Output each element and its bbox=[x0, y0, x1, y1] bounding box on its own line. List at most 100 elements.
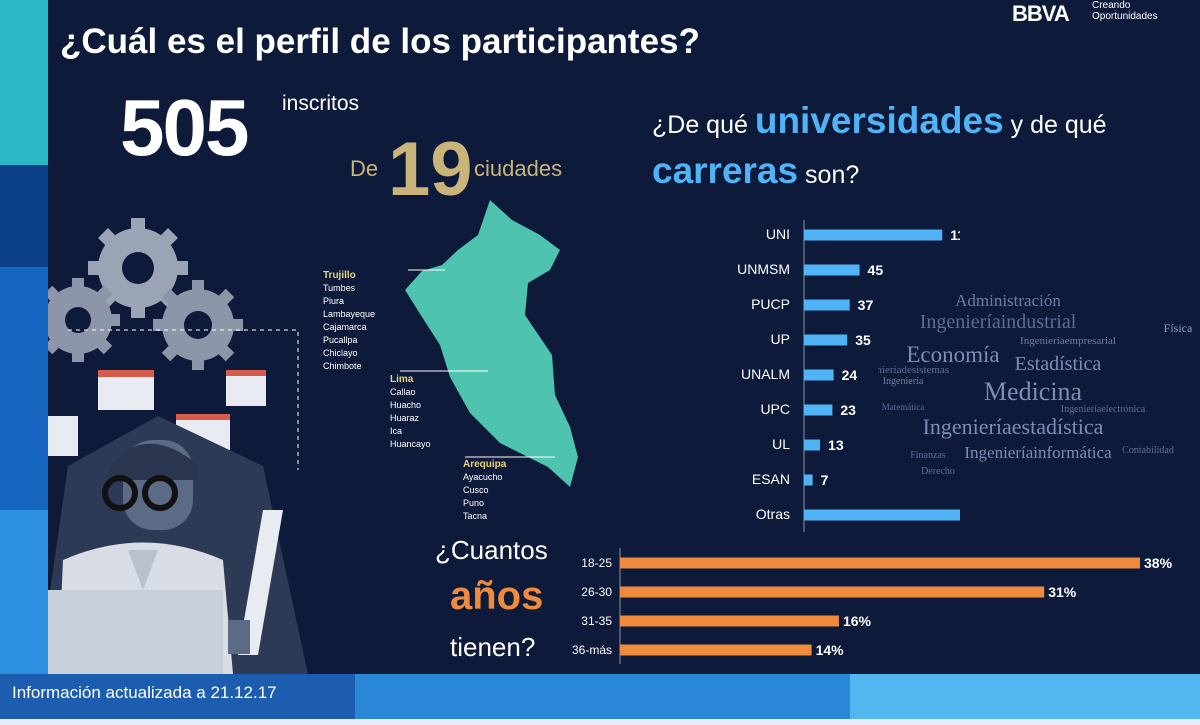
city-name: Lambayeque bbox=[323, 309, 376, 319]
category-label: UP bbox=[771, 331, 790, 347]
cities-suffix: ciudades bbox=[474, 156, 563, 181]
gear-icon bbox=[48, 278, 120, 362]
age-bar-chart: 18-25 38% 26-30 31% 31-35 16% 36-más 14% bbox=[572, 548, 1173, 664]
city-name: Huaraz bbox=[390, 413, 420, 423]
band-blue bbox=[0, 267, 48, 510]
city-name: Chiclayo bbox=[323, 348, 358, 358]
city-name: Ayacucho bbox=[463, 472, 503, 482]
participant-count-label: inscritos bbox=[282, 92, 360, 115]
window-icon bbox=[48, 416, 78, 456]
bar bbox=[620, 557, 1140, 569]
question-highlight: universidades bbox=[754, 100, 1004, 141]
footer-band-1 bbox=[0, 674, 355, 725]
data-label: 23 bbox=[840, 402, 856, 418]
region-lima: Lima Callao Huacho Huaraz Ica Huancayo bbox=[390, 373, 431, 451]
bar bbox=[620, 615, 839, 627]
brand-tagline: Creando Oportunidades bbox=[1092, 0, 1158, 22]
city-name: Puno bbox=[463, 498, 485, 508]
category-label: UPC bbox=[760, 401, 790, 417]
data-label: 112 bbox=[950, 227, 960, 243]
wordcloud-word: Física bbox=[1164, 321, 1193, 335]
band-dark-blue bbox=[0, 165, 48, 267]
city-name: Callao bbox=[390, 387, 416, 397]
bar bbox=[620, 644, 812, 656]
data-label: 37 bbox=[858, 297, 874, 313]
bottom-strip bbox=[0, 719, 1200, 725]
wordcloud-word: Economía bbox=[906, 342, 999, 367]
city-name: Ica bbox=[390, 426, 403, 436]
city-name: Tumbes bbox=[323, 283, 356, 293]
universities-bar-chart: UNI 112 UNMSM 45 PUCP 37 UP 35 UNALM 24 UPC 23 UL 13 E… bbox=[737, 220, 960, 532]
category-label: Otras bbox=[756, 506, 790, 522]
category-label: 36-más bbox=[572, 643, 612, 657]
bar bbox=[804, 369, 834, 381]
age-question-line3: tienen? bbox=[450, 632, 536, 662]
question-text: y de qué bbox=[1003, 111, 1107, 139]
region-head: Lima bbox=[390, 374, 414, 385]
category-label: UNI bbox=[766, 226, 790, 242]
wordcloud-word: Ingenieríadesistemas bbox=[878, 364, 949, 376]
wordcloud-word: Medicina bbox=[984, 377, 1083, 406]
region-trujillo: Trujillo Tumbes Piura Lambayeque Cajamarca Pu… bbox=[323, 269, 375, 373]
bar bbox=[620, 586, 1045, 598]
bar bbox=[804, 404, 833, 416]
laptop-icon bbox=[48, 590, 223, 674]
band-light-blue bbox=[0, 510, 48, 674]
peru-map bbox=[400, 200, 578, 487]
bar bbox=[804, 474, 813, 486]
data-label: 24 bbox=[842, 367, 858, 383]
question-highlight: carreras bbox=[652, 150, 799, 191]
question-careers: carreras son? bbox=[652, 150, 859, 192]
city-name: Cusco bbox=[463, 485, 489, 495]
wordcloud-word: Ingenieríainformática bbox=[964, 443, 1112, 462]
data-label: 31% bbox=[1048, 584, 1077, 600]
city-name: Pucallpa bbox=[323, 335, 358, 345]
category-label: UNALM bbox=[741, 366, 790, 382]
wordcloud-word: Ingenieríaindustrial bbox=[920, 311, 1077, 333]
city-name: Huancayo bbox=[390, 439, 431, 449]
bar bbox=[804, 509, 960, 521]
wordcloud-word: Matemática bbox=[882, 402, 924, 412]
age-question-line1: ¿Cuantos bbox=[435, 535, 548, 565]
question-universities: ¿De qué universidades y de qué bbox=[652, 100, 1107, 142]
data-label: 16% bbox=[843, 613, 872, 629]
city-name: Tacna bbox=[463, 511, 488, 521]
bar bbox=[804, 334, 848, 346]
city-name: Piura bbox=[323, 296, 345, 306]
region-arequipa: Arequipa Ayacucho Cusco Puno Tacna bbox=[463, 458, 506, 523]
footer-band-2 bbox=[355, 674, 850, 725]
age-question-highlight: años bbox=[450, 574, 544, 618]
wordcloud-word: Ingenieríaempresarial bbox=[1020, 335, 1116, 347]
bar bbox=[804, 439, 821, 451]
footer-update-note: Información actualizada a 21.12.17 bbox=[12, 683, 277, 702]
glasses-icon bbox=[102, 475, 138, 511]
cities-number: 19 bbox=[388, 127, 473, 212]
wordcloud-word: Ingenieríaestadística bbox=[923, 414, 1104, 439]
data-label: 35 bbox=[855, 332, 871, 348]
band-teal bbox=[0, 0, 48, 165]
wordcloud-word: Contabilidad bbox=[1122, 445, 1174, 456]
wordcloud-word: Derecho bbox=[921, 466, 955, 477]
data-label: 45 bbox=[868, 262, 884, 278]
person-illustration bbox=[48, 218, 308, 674]
region-head: Arequipa bbox=[463, 459, 507, 470]
wordcloud-word: Ingeniería bbox=[883, 376, 924, 387]
footer-band-3 bbox=[850, 674, 1200, 725]
data-label: 13 bbox=[828, 437, 844, 453]
question-text: son? bbox=[798, 161, 860, 189]
gear-icon bbox=[153, 280, 243, 370]
page-title: ¿Cuál es el perfil de los participantes? bbox=[60, 22, 700, 61]
category-label: ESAN bbox=[752, 471, 790, 487]
data-label: 38% bbox=[1144, 555, 1173, 571]
city-name: Chimbote bbox=[323, 361, 362, 371]
region-head: Trujillo bbox=[323, 270, 356, 281]
brand-logo: BBVA bbox=[1012, 1, 1070, 26]
wordcloud-word: Finanzas bbox=[910, 450, 946, 461]
data-label: 7 bbox=[821, 472, 829, 488]
bar bbox=[804, 299, 850, 311]
data-label: 14% bbox=[816, 642, 845, 658]
category-label: UL bbox=[772, 436, 790, 452]
city-name: Cajamarca bbox=[323, 322, 367, 332]
